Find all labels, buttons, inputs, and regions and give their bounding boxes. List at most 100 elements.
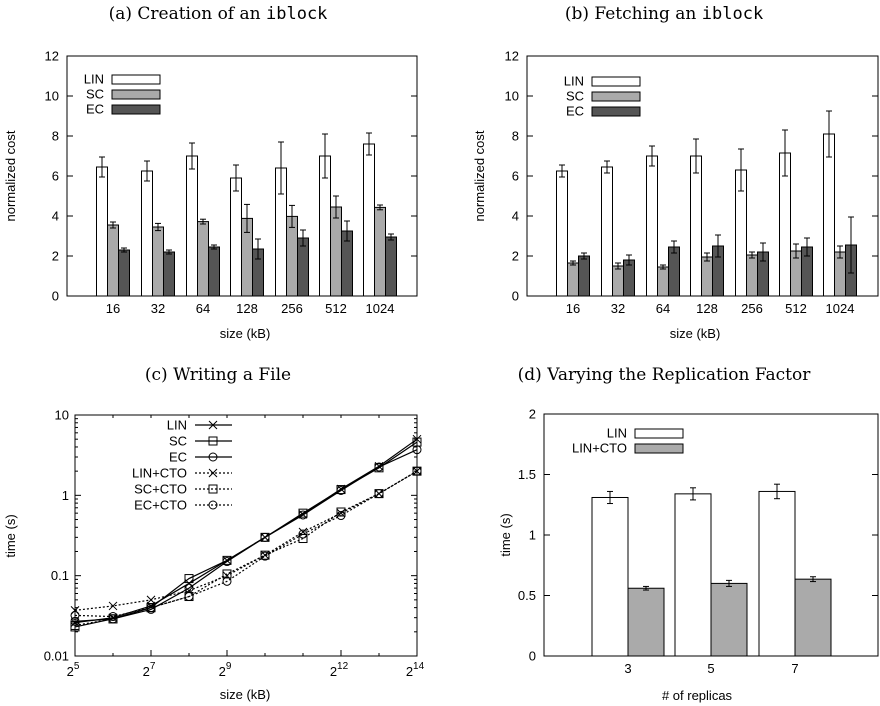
chart-d-ytick-label: 1.5 <box>518 467 536 482</box>
chart-a-legend-swatch <box>111 104 161 115</box>
chart-d-bar <box>674 493 712 657</box>
chart-a: (a) Creation of an iblock normalized cos… <box>3 4 418 341</box>
chart-c-series-line <box>74 470 418 627</box>
chart-a-ytick-label: 2 <box>52 249 59 264</box>
chart-b-ytick-label: 8 <box>512 129 519 144</box>
chart-a-bar <box>297 237 309 297</box>
chart-b-legend-swatch <box>591 91 641 102</box>
chart-c-plot-frame <box>74 414 418 657</box>
chart-b-title: (b) Fetching an iblock <box>565 4 763 24</box>
chart-d-ytick-label: 2 <box>529 407 536 422</box>
chart-a-ylabel: normalized cost <box>3 130 18 221</box>
chart-c-series-line <box>74 438 418 624</box>
chart-c-legend-label: SC+CTO <box>134 482 187 497</box>
chart-b-ytick-label: 12 <box>505 49 519 64</box>
chart-b-xtick-label: 512 <box>785 301 807 316</box>
chart-b-legend-label: EC <box>566 104 584 119</box>
chart-d-ylabel: time (s) <box>498 513 513 556</box>
chart-d-legend-swatch <box>634 443 684 454</box>
chart-d-xtick-label: 3 <box>624 661 631 676</box>
chart-c-point <box>374 462 384 472</box>
chart-b-bar <box>567 262 579 297</box>
chart-d-xlabel: # of replicas <box>662 688 733 703</box>
chart-c-xtick-label: 27 <box>143 661 156 679</box>
chart-c-xtick-label: 25 <box>67 661 80 679</box>
chart-c-legend-marker <box>208 420 218 430</box>
chart-a-ytick-label: 0 <box>52 289 59 304</box>
chart-b-ytick-label: 10 <box>505 89 519 104</box>
chart-a-bar <box>197 221 209 297</box>
chart-d-ytick-label: 0.5 <box>518 588 536 603</box>
chart-c-title: (c) Writing a File <box>145 365 291 385</box>
chart-c-series-line <box>74 470 418 618</box>
chart-c-point <box>374 489 384 499</box>
chart-c-ylabel: time (s) <box>3 514 18 557</box>
chart-b-bar <box>690 155 702 297</box>
chart-d-xtick-label: 5 <box>707 661 714 676</box>
chart-d-legend-swatch <box>634 428 684 439</box>
chart-c-point <box>70 610 80 620</box>
chart-c-series-line <box>74 470 418 611</box>
chart-c-legend-marker <box>208 436 218 446</box>
chart-c-point <box>222 576 232 586</box>
chart-a-legend-label: EC <box>86 102 104 117</box>
chart-c-point <box>108 612 118 622</box>
chart-d-legend-label: LIN+CTO <box>572 441 627 456</box>
chart-c-legend-marker <box>208 484 218 494</box>
chart-b-bar <box>823 133 835 297</box>
chart-c-point <box>412 466 422 476</box>
chart-a-bar <box>186 155 198 297</box>
chart-c-legend-marker <box>208 468 218 478</box>
chart-b-legend-swatch <box>591 106 641 117</box>
chart-b-xtick-label: 256 <box>741 301 763 316</box>
chart-a-ytick-label: 8 <box>52 129 59 144</box>
chart-c-point <box>298 534 308 544</box>
chart-b-xlabel: size (kB) <box>670 326 721 341</box>
chart-c-ytick-label: 0.01 <box>44 649 69 664</box>
chart-a-xtick-label: 512 <box>325 301 347 316</box>
chart-c-legend-marker <box>208 500 218 510</box>
chart-a-xtick-label: 64 <box>196 301 210 316</box>
chart-b-bar <box>578 255 590 297</box>
chart-a-bar <box>330 206 342 297</box>
chart-d-bar <box>794 578 832 657</box>
chart-c-point <box>336 511 346 521</box>
chart-c-xlabel: size (kB) <box>220 687 271 702</box>
chart-c-point <box>146 595 156 605</box>
chart-b-xtick-label: 64 <box>656 301 670 316</box>
chart-a-bar <box>374 206 386 297</box>
chart-a-bar <box>96 166 108 297</box>
chart-a-bar <box>141 170 153 297</box>
chart-b-bar <box>668 246 680 297</box>
chart-a-legend-label: LIN <box>84 72 104 87</box>
chart-c-point <box>70 620 80 630</box>
chart-b-bar <box>701 256 713 297</box>
chart-c-xtick-label: 29 <box>219 661 232 679</box>
chart-c-point <box>108 614 118 624</box>
chart-c-point <box>336 485 346 495</box>
chart-b-xtick-label: 1024 <box>826 301 855 316</box>
chart-c-ytick-label: 10 <box>55 408 69 423</box>
chart-a-xtick-label: 1024 <box>366 301 395 316</box>
chart-d-title: (d) Varying the Replication Factor <box>518 365 812 385</box>
chart-c-legend-label: SC <box>169 434 187 449</box>
chart-c-point <box>70 606 80 615</box>
chart-a-bar <box>118 249 130 297</box>
chart-c-point <box>222 557 232 567</box>
chart-c-point <box>412 434 422 444</box>
chart-c-point <box>108 601 118 611</box>
chart-a-bar <box>163 251 175 297</box>
chart-d-legend-label: LIN <box>607 426 627 441</box>
chart-c-point <box>260 532 270 542</box>
chart-c-point <box>260 551 270 561</box>
chart-c-legend-marker <box>208 452 218 462</box>
chart-b-bar <box>746 254 758 297</box>
chart-c-series-line <box>74 441 418 628</box>
chart-d-bar <box>758 490 796 657</box>
chart-b-legend-label: LIN <box>564 74 584 89</box>
chart-d-bar <box>710 582 748 657</box>
chart-d-bar <box>591 496 629 657</box>
chart-a-bar <box>385 236 397 297</box>
chart-d-bar <box>627 587 665 657</box>
